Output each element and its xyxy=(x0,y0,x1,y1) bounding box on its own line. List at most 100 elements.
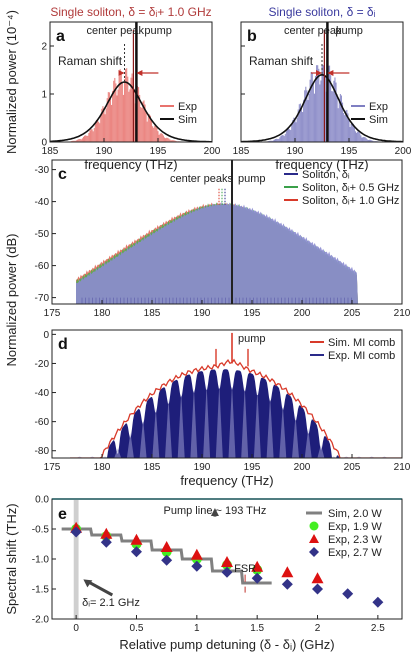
center-peak-label: center peak xyxy=(87,25,145,37)
legend-entry: Exp xyxy=(178,101,197,113)
exp-mi-comb-fill xyxy=(70,369,402,458)
raman-arrowhead-left xyxy=(316,70,322,76)
y-tick-label: -1.0 xyxy=(32,555,50,566)
x-tick-label: 180 xyxy=(94,462,111,473)
legend-entry: Sim xyxy=(178,114,197,126)
x-tick-label: 200 xyxy=(294,308,311,319)
legend-entry: Exp. MI comb xyxy=(328,350,395,362)
panel-label: d xyxy=(58,336,68,353)
panel-title: Single soliton, δ = δᵢ+ 1.0 GHz xyxy=(50,5,211,19)
y-tick-label: -0.5 xyxy=(32,525,50,536)
mi-lobe xyxy=(279,404,287,458)
y-tick-label: -70 xyxy=(35,293,50,304)
panel-a: 185 190 195 200 0 1 2a center peak pump Raman shi… xyxy=(41,5,220,172)
mi-lobe xyxy=(292,415,299,458)
marker-exp-2p7w xyxy=(251,572,263,584)
marker-exp-2p7w xyxy=(312,583,324,595)
x-tick-label: 185 xyxy=(42,146,59,157)
marker-exp-2p3w xyxy=(100,527,113,539)
marker-exp-2p7w xyxy=(130,546,142,558)
mi-lobe xyxy=(165,398,172,458)
x-tick-label: 205 xyxy=(344,462,361,473)
panel-e: 0 0.5 1 1.5 2 2.50.0-0.5-1.0-1.5-2.0e Pump lin… xyxy=(4,495,403,652)
mi-lobe xyxy=(177,392,185,458)
sim-envelope xyxy=(50,81,212,142)
pump-label: pump xyxy=(335,25,363,37)
marker-exp-2p7w xyxy=(191,560,203,572)
plot-frame xyxy=(51,498,403,620)
y-tick-label: -60 xyxy=(35,261,50,272)
x-tick-label: 190 xyxy=(194,308,211,319)
mi-lobe xyxy=(241,386,249,458)
y-tick-label: -50 xyxy=(35,229,50,240)
y-tick-label: 1 xyxy=(41,90,47,101)
legend-swatch xyxy=(309,534,319,543)
x-tick-label: 190 xyxy=(194,462,211,473)
raman-arrowhead-right xyxy=(327,70,334,76)
series-fill xyxy=(76,201,358,304)
y-tick-label: -60 xyxy=(35,417,50,428)
x-tick-label: 200 xyxy=(395,146,412,157)
x-axis-title: frequency (THz) xyxy=(180,473,273,488)
marker-exp-2p7w xyxy=(221,566,233,578)
marker-exp-2p3w xyxy=(190,548,203,560)
mi-lobe xyxy=(114,448,122,458)
marker-exp-2p7w xyxy=(281,578,293,590)
x-tick-label: 195 xyxy=(150,146,167,157)
legend-swatch xyxy=(309,547,319,557)
x-axis-title: frequency (THz) xyxy=(275,157,368,172)
x-tick-label: 0.5 xyxy=(130,623,144,634)
y-tick-label: -40 xyxy=(35,197,50,208)
y-tick-label: -80 xyxy=(35,446,50,457)
legend-entry: Sim. MI comb xyxy=(328,337,395,349)
raman-arrowhead-left xyxy=(118,70,125,76)
x-tick-label: 2 xyxy=(315,623,321,634)
y-tick-label: 0 xyxy=(43,330,49,341)
legend-entry: Soliton, δᵢ+ 0.5 GHz xyxy=(302,182,399,194)
panel-d-data xyxy=(70,332,402,458)
x-tick-label: 200 xyxy=(294,462,311,473)
mi-lobe xyxy=(304,428,312,458)
raman-shift-label: Raman shift xyxy=(58,54,123,68)
x-tick-label: 180 xyxy=(94,308,111,319)
raman-arrowhead-right xyxy=(136,70,143,76)
panel-title: Single soliton, δ = δᵢ xyxy=(269,5,376,19)
marker-exp-2p3w xyxy=(130,533,143,545)
mi-lobe xyxy=(126,432,134,458)
mi-lobe xyxy=(215,383,223,458)
mi-lobe xyxy=(203,384,211,458)
marker-exp-2p3w xyxy=(311,572,324,584)
x-tick-label: 210 xyxy=(394,462,411,473)
center-peak-label: center peak xyxy=(284,25,342,37)
plot-frame xyxy=(51,329,403,459)
mi-lobe xyxy=(228,384,236,458)
legend-entry: Exp, 1.9 W xyxy=(328,521,382,533)
x-tick-label: 2.5 xyxy=(371,623,385,634)
panel-label: e xyxy=(58,506,67,523)
x-tick-label: 190 xyxy=(287,146,304,157)
marker-exp-2p3w xyxy=(160,541,173,552)
sim-mi-comb-line xyxy=(70,358,402,458)
legend-entry: Sim, 2.0 W xyxy=(328,508,382,520)
x-tick-label: 210 xyxy=(394,308,411,319)
y-tick-label: 0.0 xyxy=(35,495,49,506)
marker-exp-2p7w xyxy=(70,526,82,538)
initial-detuning-band xyxy=(73,499,79,619)
pump-label: pump xyxy=(238,333,266,345)
y-tick-label: 0 xyxy=(41,138,47,149)
marker-exp-2p3w xyxy=(221,556,233,567)
sim-envelope xyxy=(241,73,403,142)
x-tick-label: 175 xyxy=(44,308,61,319)
panel-c: 175 180 185 190 195 200 205 210 -30 -40 -50 -60 -70 c… xyxy=(35,159,411,319)
legend-swatch xyxy=(309,521,319,531)
y-tick-label: 2 xyxy=(41,42,47,53)
x-tick-label: 205 xyxy=(344,308,361,319)
mi-lobe xyxy=(253,390,261,458)
x-tick-label: 190 xyxy=(96,146,113,157)
marker-exp-2p7w xyxy=(342,588,354,600)
x-axis-title: Relative pump detuning (δ - δᵢ) (GHz) xyxy=(119,637,334,652)
raman-shift-label: Raman shift xyxy=(249,54,314,68)
x-tick-label: 200 xyxy=(204,146,221,157)
y-tick-label: -20 xyxy=(35,359,50,370)
